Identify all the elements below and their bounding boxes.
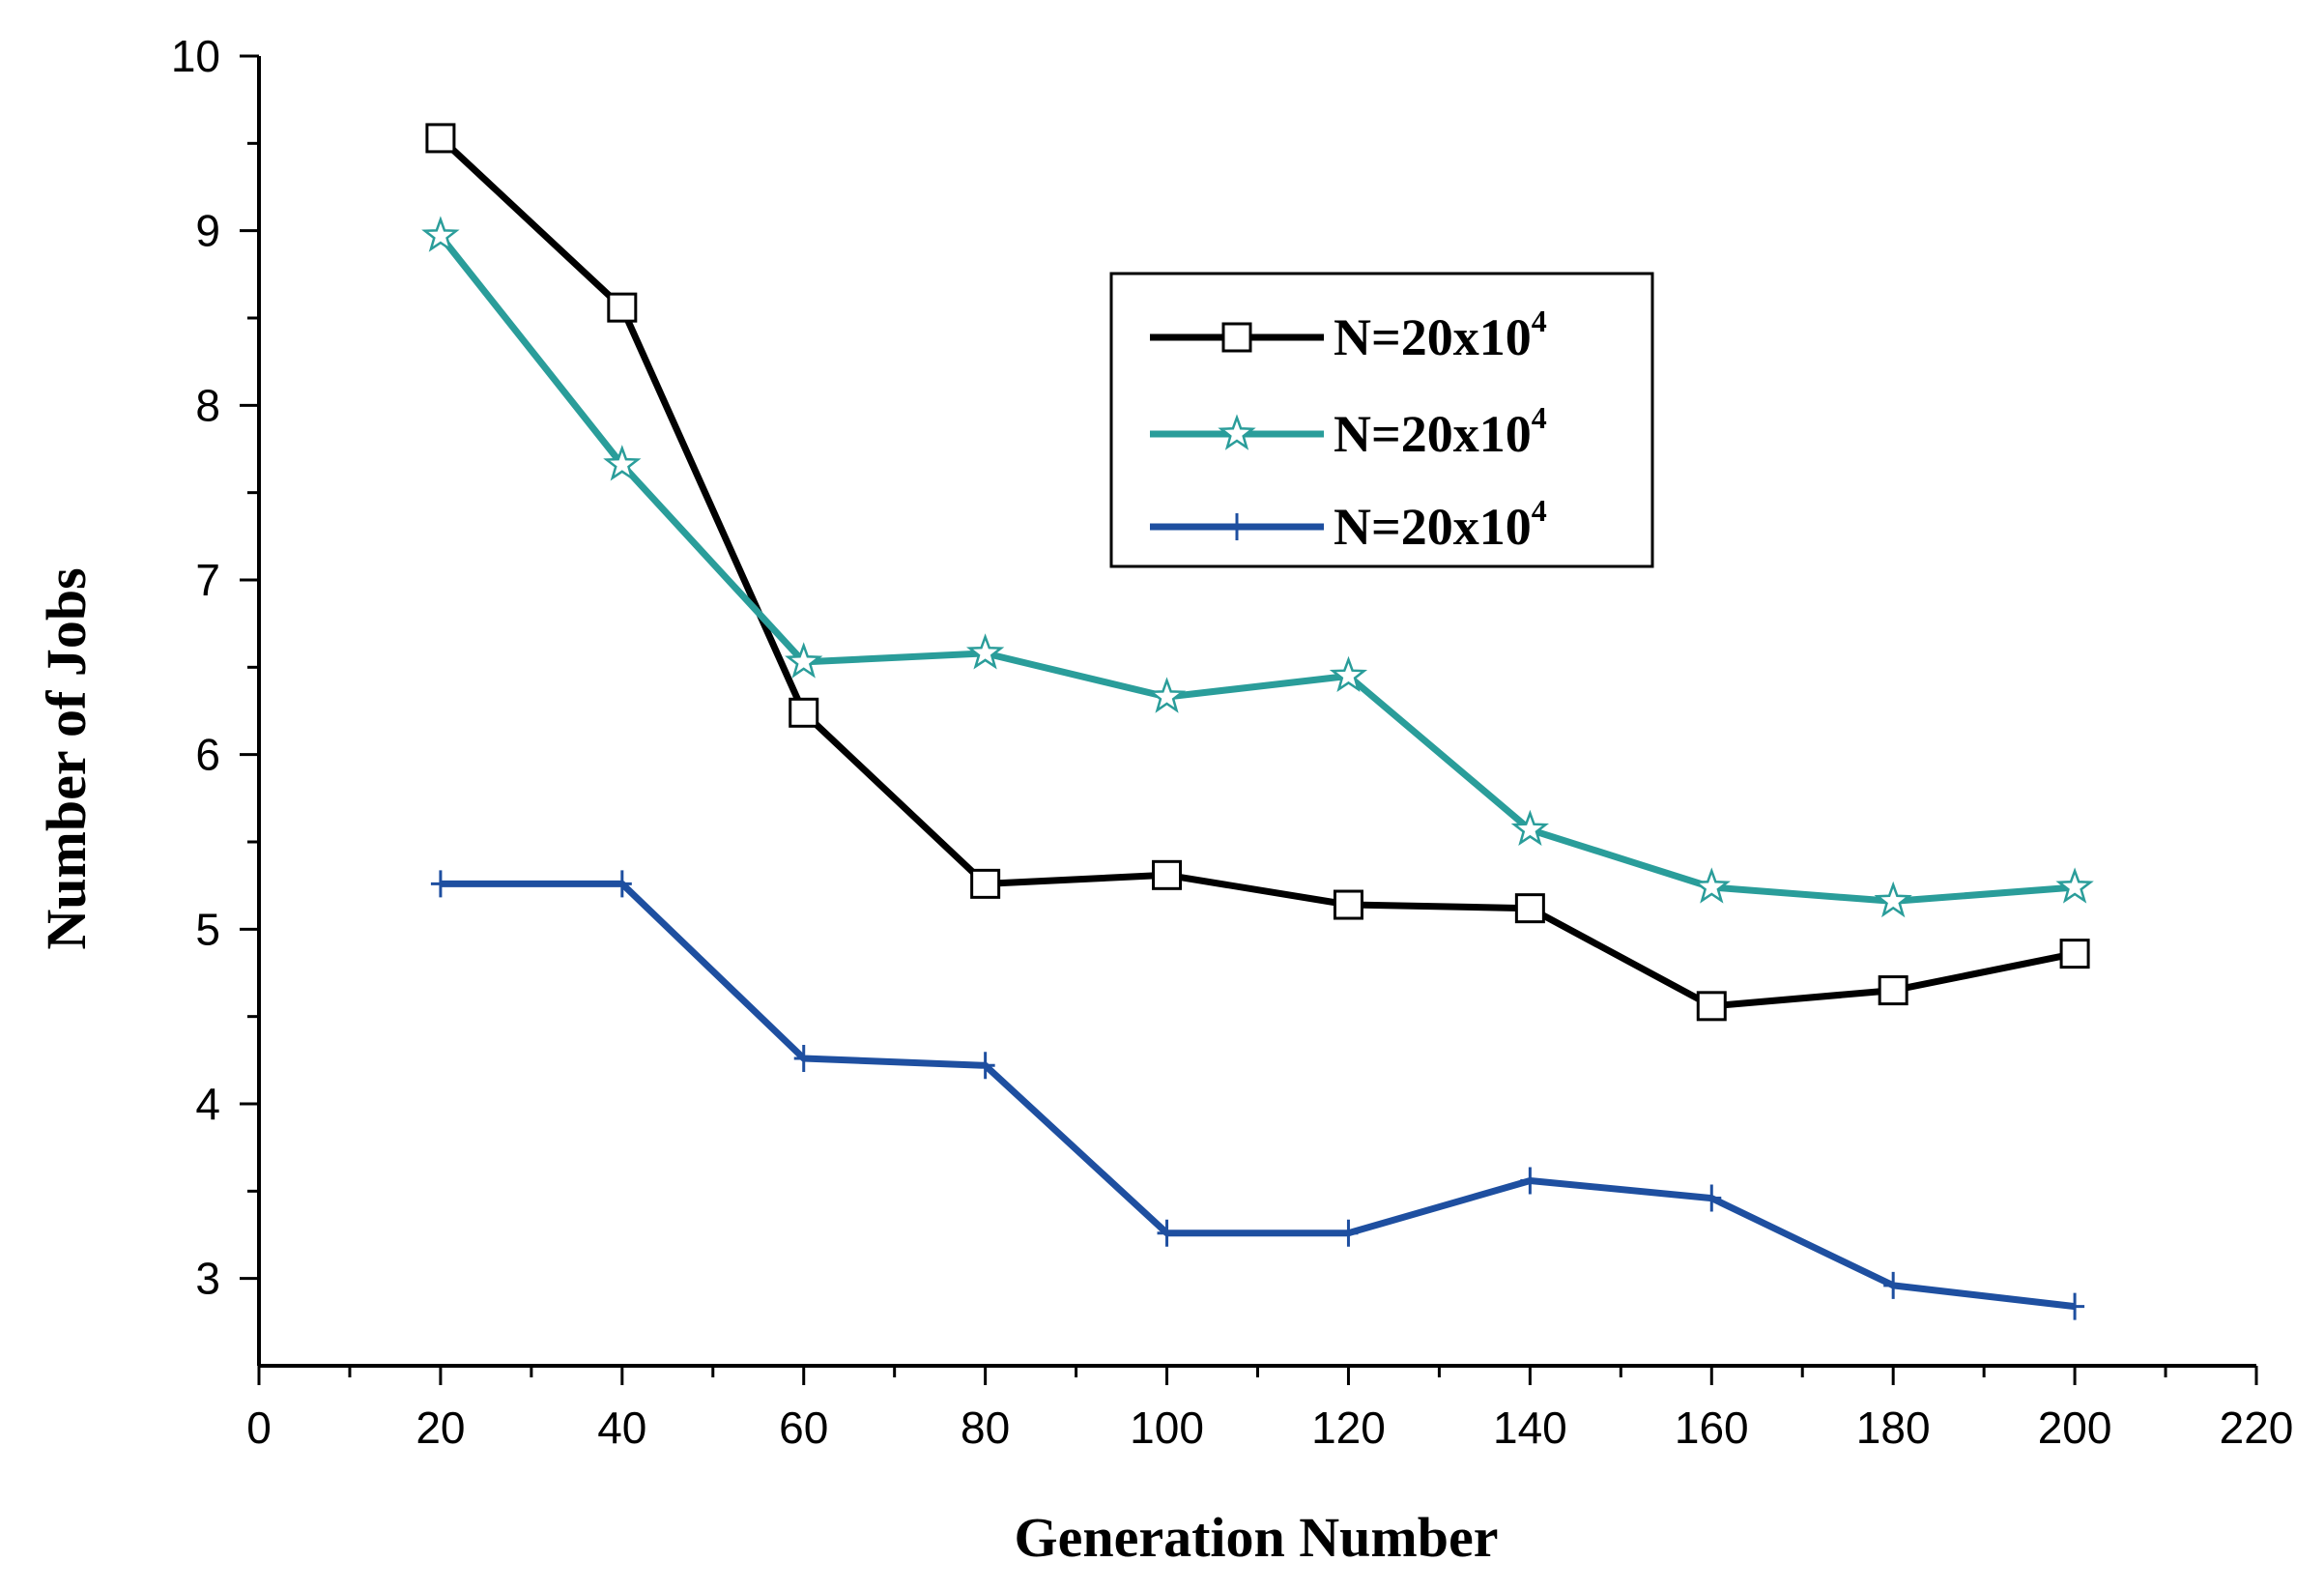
legend-label: N=20x104 bbox=[1334, 304, 1547, 366]
axes: 0 20 40 60 80 100 120 140 160 180 200 220 3 4 5 6 7 8 9 10 bbox=[171, 31, 2294, 1453]
data-point bbox=[2059, 939, 2090, 969]
legend-label-text: N=20x10 bbox=[1334, 308, 1532, 366]
data-point bbox=[1878, 975, 1908, 1006]
y-tick-label: 7 bbox=[195, 555, 220, 605]
data-point bbox=[793, 1045, 814, 1073]
legend-item: N=20x104 bbox=[1150, 304, 1547, 366]
series-1 bbox=[425, 123, 2090, 1022]
legend-label-superscript: 4 bbox=[1532, 493, 1547, 528]
data-point bbox=[970, 868, 1001, 899]
data-point bbox=[1874, 881, 1912, 918]
series-layer bbox=[421, 123, 2094, 1320]
data-point bbox=[1514, 893, 1545, 924]
legend-marker bbox=[1227, 513, 1247, 540]
data-point bbox=[421, 216, 460, 252]
x-tick-label: 0 bbox=[246, 1403, 272, 1453]
x-tick-label: 120 bbox=[1311, 1403, 1386, 1453]
series-line bbox=[438, 233, 2076, 905]
data-point bbox=[785, 642, 823, 679]
data-point bbox=[1338, 1219, 1359, 1247]
legend-label-text: N=20x10 bbox=[1334, 498, 1532, 556]
data-point bbox=[1510, 809, 1549, 847]
legend-label: N=20x104 bbox=[1334, 400, 1547, 463]
data-point bbox=[612, 870, 632, 898]
data-point bbox=[2055, 867, 2094, 904]
x-tick-label: 40 bbox=[597, 1403, 646, 1453]
x-tick-label: 60 bbox=[779, 1403, 828, 1453]
data-point bbox=[2065, 1292, 2085, 1320]
x-tick-label: 80 bbox=[961, 1403, 1010, 1453]
y-tick-label: 6 bbox=[195, 730, 220, 780]
y-tick-label: 9 bbox=[195, 206, 220, 256]
data-point bbox=[430, 870, 450, 898]
legend-label-superscript: 4 bbox=[1532, 400, 1547, 435]
series-line bbox=[438, 135, 2076, 1010]
x-tick-label: 140 bbox=[1493, 1403, 1567, 1453]
series-2 bbox=[421, 216, 2094, 918]
y-tick-label: 10 bbox=[171, 31, 220, 81]
x-tick-label: 220 bbox=[2220, 1403, 2294, 1453]
y-tick-label: 8 bbox=[195, 380, 220, 430]
data-point bbox=[1520, 1167, 1540, 1195]
x-tick-label: 100 bbox=[1130, 1403, 1204, 1453]
y-axis-title: Number of Jobs bbox=[35, 567, 98, 949]
data-point bbox=[1147, 677, 1187, 713]
data-point bbox=[1696, 991, 1727, 1022]
data-point bbox=[1157, 1219, 1177, 1247]
data-point bbox=[966, 633, 1005, 670]
legend-item: N=20x104 bbox=[1150, 493, 1547, 556]
x-tick-label: 160 bbox=[1675, 1403, 1749, 1453]
series-3 bbox=[430, 870, 2085, 1320]
legend-label: N=20x104 bbox=[1334, 493, 1547, 556]
legend-box bbox=[1109, 272, 1654, 568]
data-point bbox=[1329, 655, 1368, 693]
data-point bbox=[607, 292, 638, 323]
data-point bbox=[1883, 1271, 1904, 1299]
y-tick-label: 3 bbox=[195, 1254, 220, 1304]
x-tick-label: 20 bbox=[416, 1403, 465, 1453]
data-point bbox=[789, 697, 819, 728]
x-tick-label: 180 bbox=[1856, 1403, 1931, 1453]
data-point bbox=[1152, 859, 1183, 890]
data-point bbox=[603, 445, 642, 481]
data-point bbox=[1692, 867, 1731, 904]
x-tick-label: 200 bbox=[2038, 1403, 2112, 1453]
legend-item: N=20x104 bbox=[1150, 400, 1547, 463]
data-point bbox=[975, 1052, 995, 1080]
data-point bbox=[1333, 889, 1363, 920]
y-tick-label: 4 bbox=[195, 1079, 220, 1129]
series-line bbox=[440, 880, 2076, 1311]
legend-label-superscript: 4 bbox=[1532, 304, 1547, 338]
y-tick-label: 5 bbox=[195, 904, 220, 954]
data-point bbox=[425, 123, 456, 154]
data-point bbox=[1702, 1184, 1722, 1212]
legend-label-text: N=20x10 bbox=[1334, 405, 1532, 463]
legend-marker bbox=[1221, 322, 1252, 353]
x-axis-title: Generation Number bbox=[1015, 1506, 1499, 1569]
legend-marker bbox=[1218, 414, 1256, 450]
